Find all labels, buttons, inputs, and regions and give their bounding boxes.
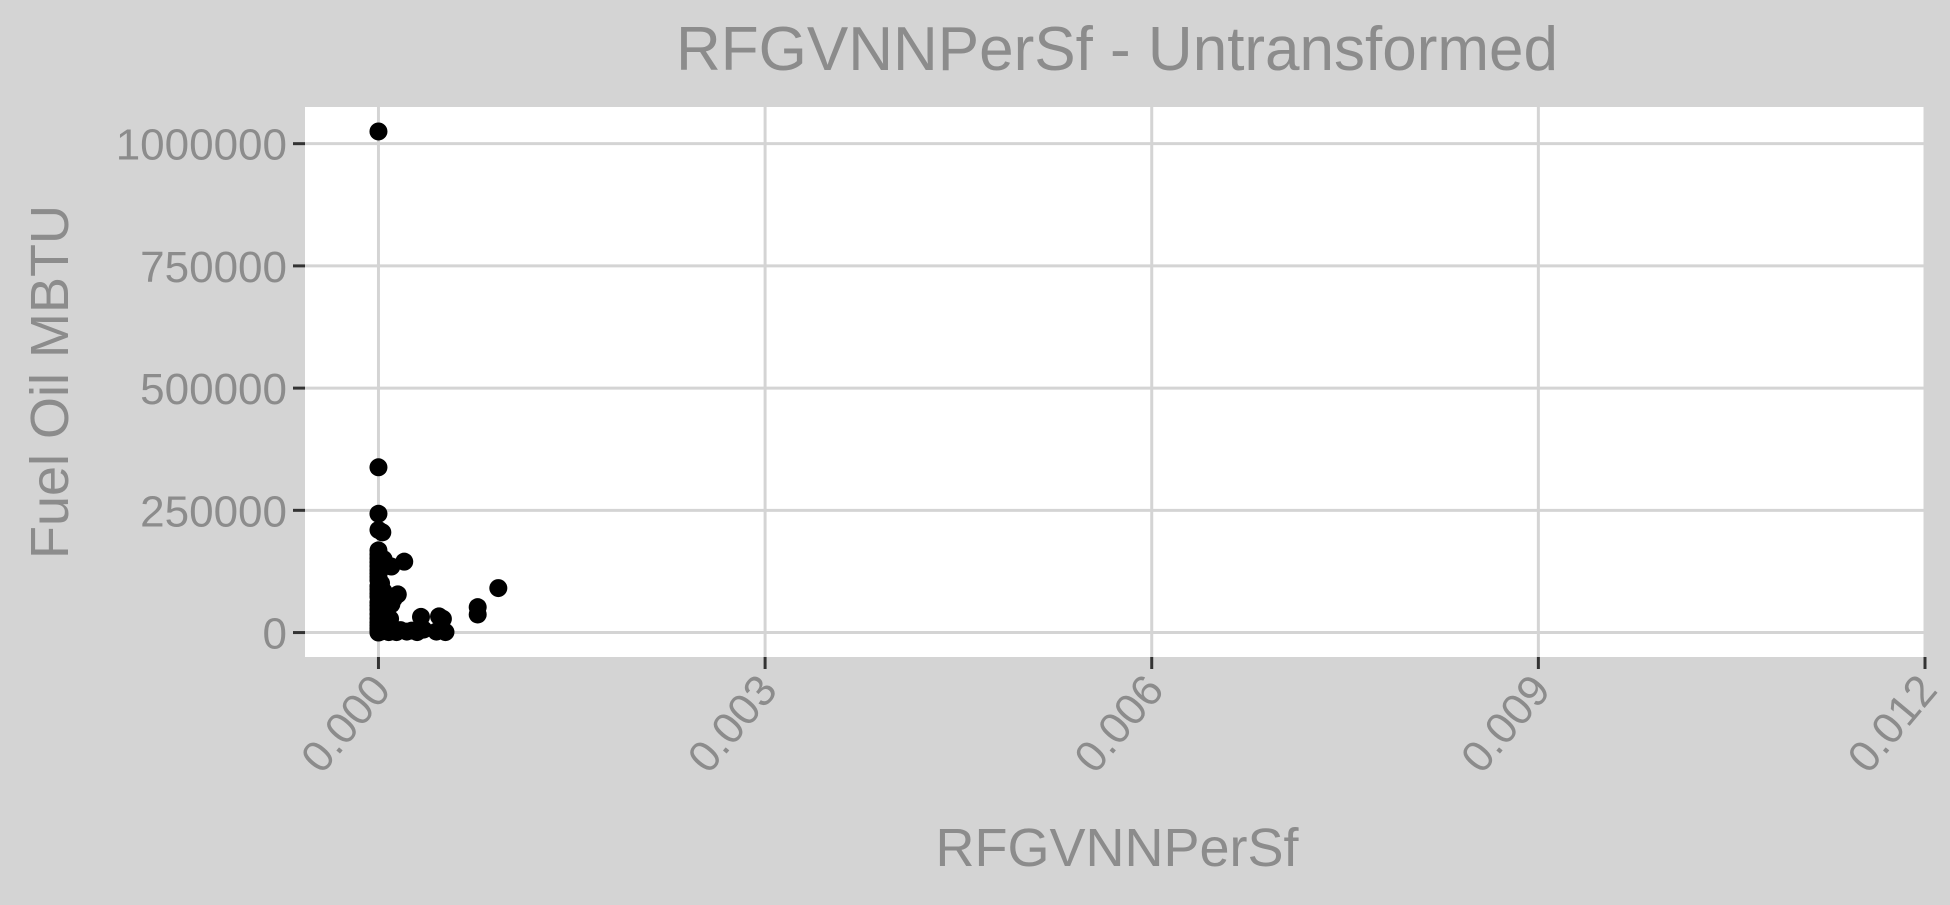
scatter-point <box>489 579 508 598</box>
axis-ticks <box>293 142 1927 669</box>
chart-title: RFGVNNPerSf - Untransformed <box>676 15 1558 84</box>
scatter-point <box>369 458 388 477</box>
scatter-point <box>395 552 414 571</box>
data-points <box>369 122 508 642</box>
x-axis-label: RFGVNNPerSf <box>935 818 1299 878</box>
scatter-point <box>373 523 392 542</box>
y-tick-labels: 0 250000 500000 750000 1000000 <box>116 121 287 659</box>
y-tick-label: 750000 <box>140 243 287 292</box>
scatter-point <box>388 585 407 604</box>
grid-lines <box>305 107 1927 657</box>
x-tick-label: 0.006 <box>1065 666 1173 782</box>
y-tick-label: 250000 <box>140 487 287 536</box>
x-tick-label: 0.000 <box>292 666 400 782</box>
x-tick-label: 0.012 <box>1838 666 1946 782</box>
scatter-point <box>369 122 388 141</box>
y-axis-label: Fuel Oil MBTU <box>20 205 80 559</box>
y-tick-label: 1000000 <box>116 121 287 170</box>
x-tick-label: 0.009 <box>1452 666 1560 782</box>
scatter-point <box>468 598 487 617</box>
y-tick-label: 500000 <box>140 365 287 414</box>
x-tick-label: 0.003 <box>678 666 786 782</box>
scatter-point <box>369 504 388 523</box>
x-tick-labels: 0.000 0.003 0.006 0.009 0.012 <box>292 666 1947 782</box>
scatter-point <box>436 623 455 642</box>
plot-panel <box>305 107 1925 657</box>
y-tick-label: 0 <box>263 610 287 659</box>
